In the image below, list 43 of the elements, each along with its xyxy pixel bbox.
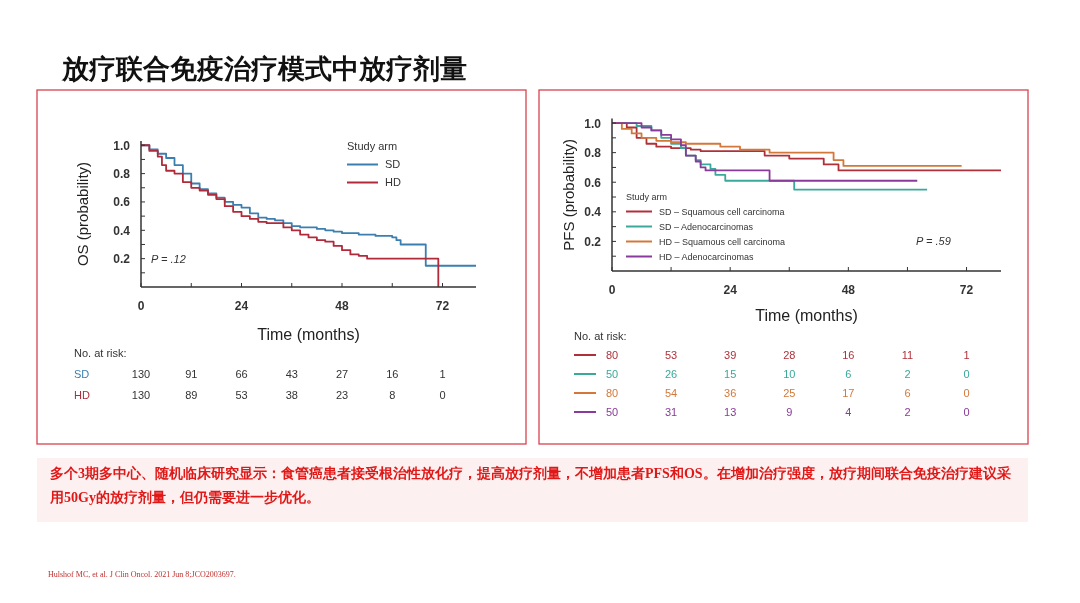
y-tick-label: 0.2 — [113, 252, 131, 267]
legend-title: Study arm — [626, 192, 668, 202]
y-tick-label: 0.4 — [113, 223, 131, 238]
text: 50 31 13 9 4 2 0 — [605, 406, 970, 418]
text: Hulshof MC, et al. J Clin Oncol. 2021 Jun 8;JCO2003697. — [48, 570, 236, 579]
text: 80 53 39 28 16 11 1 — [605, 349, 970, 361]
text: SD 130 91 66 43 27 16 1 — [74, 368, 446, 380]
legend-label: HD — [385, 176, 401, 188]
legend-title: Study arm — [347, 140, 398, 152]
x-tick-label: 48 — [335, 299, 349, 313]
y-tick-label: 0.8 — [113, 167, 131, 182]
y-tick-label: 0.4 — [584, 205, 602, 220]
y-axis-title: PFS (probability) — [560, 138, 577, 251]
legend-label: SD – Adenocarcinomas — [659, 222, 754, 232]
x-axis-title: Time (months) — [755, 307, 858, 324]
text: No. at risk: — [574, 330, 627, 342]
x-tick-label: 24 — [723, 283, 738, 297]
text: 80 54 36 25 17 6 0 — [605, 387, 970, 399]
text: 50 26 15 10 6 2 0 — [605, 368, 970, 380]
annotation: P = .12 — [151, 252, 186, 265]
text: No. at risk: — [74, 347, 127, 359]
legend-label: HD – Squamous cell carcinoma — [659, 237, 786, 247]
x-tick-label: 48 — [841, 283, 856, 297]
annotation: P = .59 — [916, 235, 951, 248]
x-tick-label: 72 — [435, 299, 450, 313]
x-tick-label: 0 — [608, 283, 616, 297]
x-axis-title: Time (months) — [257, 326, 360, 343]
y-axis-title: OS (probability) — [74, 161, 91, 267]
legend-label: HD – Adenocarcinomas — [659, 252, 755, 262]
y-tick-label: 0.8 — [584, 146, 602, 161]
legend-label: SD — [385, 158, 401, 170]
x-tick-label: 72 — [959, 283, 974, 297]
x-tick-label: 0 — [137, 299, 145, 313]
chart-title: 放疗联合免疫治疗模式中放疗剂量 — [61, 54, 467, 84]
legend-label: SD – Squamous cell carcinoma — [659, 207, 785, 217]
y-tick-label: 0.2 — [584, 234, 602, 249]
y-tick-label: 1.0 — [113, 138, 131, 153]
x-tick-label: 24 — [234, 299, 249, 313]
text: 多个3期多中心、随机临床研究显示：食管癌患者接受根治性放化疗，提高放疗剂量，不增加患者PFS和OS。在增加治疗强度，放疗期间联合免疫治疗建议采用50Gy的放疗剂量，但仍需要进一步优化。 — [50, 465, 1012, 507]
y-tick-label: 0.6 — [113, 195, 131, 210]
text: HD 130 89 53 38 23 8 0 — [74, 389, 446, 401]
y-tick-label: 1.0 — [584, 116, 602, 131]
y-tick-label: 0.6 — [584, 175, 602, 190]
